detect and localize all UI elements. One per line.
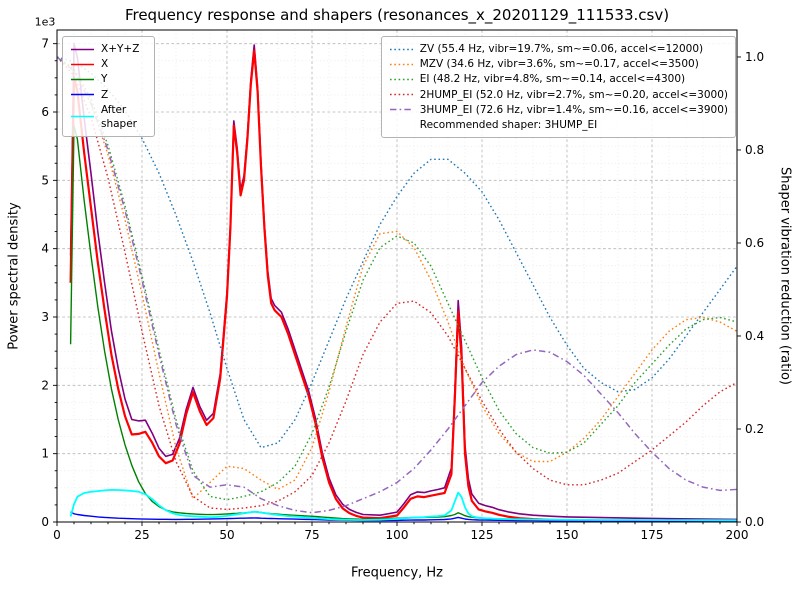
series-2hump-ei bbox=[57, 56, 737, 511]
series-3hump-ei bbox=[57, 56, 737, 514]
series-zv bbox=[57, 56, 737, 449]
svg-text:25: 25 bbox=[134, 528, 149, 542]
svg-text:150: 150 bbox=[556, 528, 579, 542]
legend-shapers: ZV (55.4 Hz, vibr=19.7%, sm~=0.06, accel… bbox=[380, 36, 736, 139]
legend-line-sample bbox=[71, 63, 94, 66]
series-z bbox=[70, 511, 737, 522]
legend-item-ei: EI (48.2 Hz, vibr=4.8%, sm~=0.14, accel<… bbox=[389, 72, 728, 86]
svg-text:0.4: 0.4 bbox=[745, 329, 764, 343]
tick-labels: 0 25 50 75 100 125 150 175 200 0 1 2 3 4 5 6 7 0.0 0.2 0.4 0… bbox=[41, 37, 764, 542]
legend-item-label: MZV (34.6 Hz, vibr=3.6%, sm~=0.17, accel… bbox=[419, 58, 699, 71]
x-axis-label: Frequency, Hz bbox=[350, 565, 444, 581]
svg-text:7: 7 bbox=[41, 37, 49, 51]
legend-item-2hump-ei: 2HUMP_EI (52.0 Hz, vibr=2.7%, sm~=0.20, … bbox=[389, 88, 728, 102]
svg-text:200: 200 bbox=[726, 528, 749, 542]
legend-item-3hump-ei: 3HUMP_EI (72.6 Hz, vibr=1.4%, sm~=0.16, … bbox=[389, 103, 728, 117]
series-x-y-z bbox=[69, 42, 737, 521]
legend-line-sample bbox=[389, 93, 413, 96]
legend-item-zv: ZV (55.4 Hz, vibr=19.7%, sm~=0.06, accel… bbox=[389, 42, 728, 56]
legend-line-sample bbox=[71, 93, 94, 96]
svg-text:125: 125 bbox=[471, 528, 494, 542]
legend-item-recommended-shaper-note: Recommended shaper: 3HUMP_EI bbox=[389, 118, 728, 132]
legend-line-sample bbox=[389, 63, 413, 65]
y-axis-label-right: Shaper vibration reduction (ratio) bbox=[777, 167, 793, 385]
legend-item-label: After shaper bbox=[101, 103, 138, 130]
legend-item-after-shaper: After shaper bbox=[70, 103, 147, 131]
legend-line-sample bbox=[389, 109, 413, 111]
svg-text:175: 175 bbox=[641, 528, 664, 542]
legend-item-label: EI (48.2 Hz, vibr=4.8%, sm~=0.14, accel<… bbox=[419, 73, 686, 86]
svg-text:2: 2 bbox=[41, 378, 49, 392]
series-after-shaper bbox=[69, 489, 737, 522]
svg-text:0.8: 0.8 bbox=[745, 143, 764, 157]
svg-text:50: 50 bbox=[219, 528, 234, 542]
legend-item-label: Z bbox=[101, 88, 109, 101]
legend-item-x: X bbox=[70, 57, 147, 71]
svg-text:1: 1 bbox=[41, 447, 49, 461]
chart-title: Frequency response and shapers (resonanc… bbox=[124, 6, 670, 24]
svg-text:0: 0 bbox=[53, 528, 61, 542]
svg-text:75: 75 bbox=[304, 528, 319, 542]
svg-text:3: 3 bbox=[41, 310, 49, 324]
legend-item-y: Y bbox=[70, 72, 147, 86]
legend-line-sample bbox=[71, 78, 94, 81]
series-group bbox=[57, 42, 737, 522]
svg-text:5: 5 bbox=[41, 173, 49, 187]
legend-item-mzv: MZV (34.6 Hz, vibr=3.6%, sm~=0.17, accel… bbox=[389, 57, 728, 71]
legend-psd: X+Y+Z X Y Z After shaper bbox=[62, 36, 155, 138]
legend-line-sample bbox=[71, 48, 94, 50]
svg-text:0.6: 0.6 bbox=[745, 236, 764, 250]
svg-text:4: 4 bbox=[41, 242, 49, 256]
legend-item-label: 2HUMP_EI (52.0 Hz, vibr=2.7%, sm~=0.20, … bbox=[419, 88, 728, 101]
svg-text:0.2: 0.2 bbox=[745, 422, 764, 436]
series-mzv bbox=[57, 56, 737, 500]
legend-item-label: 3HUMP_EI (72.6 Hz, vibr=1.4%, sm~=0.16, … bbox=[419, 103, 728, 116]
legend-item-label: Y bbox=[101, 73, 108, 86]
series-x bbox=[69, 49, 737, 522]
legend-item-label: ZV (55.4 Hz, vibr=19.7%, sm~=0.06, accel… bbox=[419, 43, 704, 55]
y-axis-offset-label: 1e3 bbox=[34, 15, 56, 29]
tick-marks bbox=[53, 43, 741, 526]
legend-item-label: X bbox=[101, 58, 109, 71]
legend-item-x-y-z: X+Y+Z bbox=[70, 42, 147, 56]
legend-item-z: Z bbox=[70, 88, 147, 102]
legend-line-sample bbox=[389, 78, 413, 81]
legend-item-label: Recommended shaper: 3HUMP_EI bbox=[419, 118, 598, 131]
svg-text:6: 6 bbox=[41, 105, 49, 119]
legend-line-sample bbox=[71, 116, 94, 118]
legend-line-sample bbox=[389, 48, 413, 50]
y-axis-label-left: Power spectral density bbox=[6, 202, 22, 350]
svg-text:1.0: 1.0 bbox=[745, 50, 764, 64]
svg-text:100: 100 bbox=[386, 528, 409, 542]
legend-item-label: X+Y+Z bbox=[101, 43, 140, 55]
svg-text:0.0: 0.0 bbox=[745, 515, 764, 529]
svg-text:0: 0 bbox=[41, 515, 49, 529]
